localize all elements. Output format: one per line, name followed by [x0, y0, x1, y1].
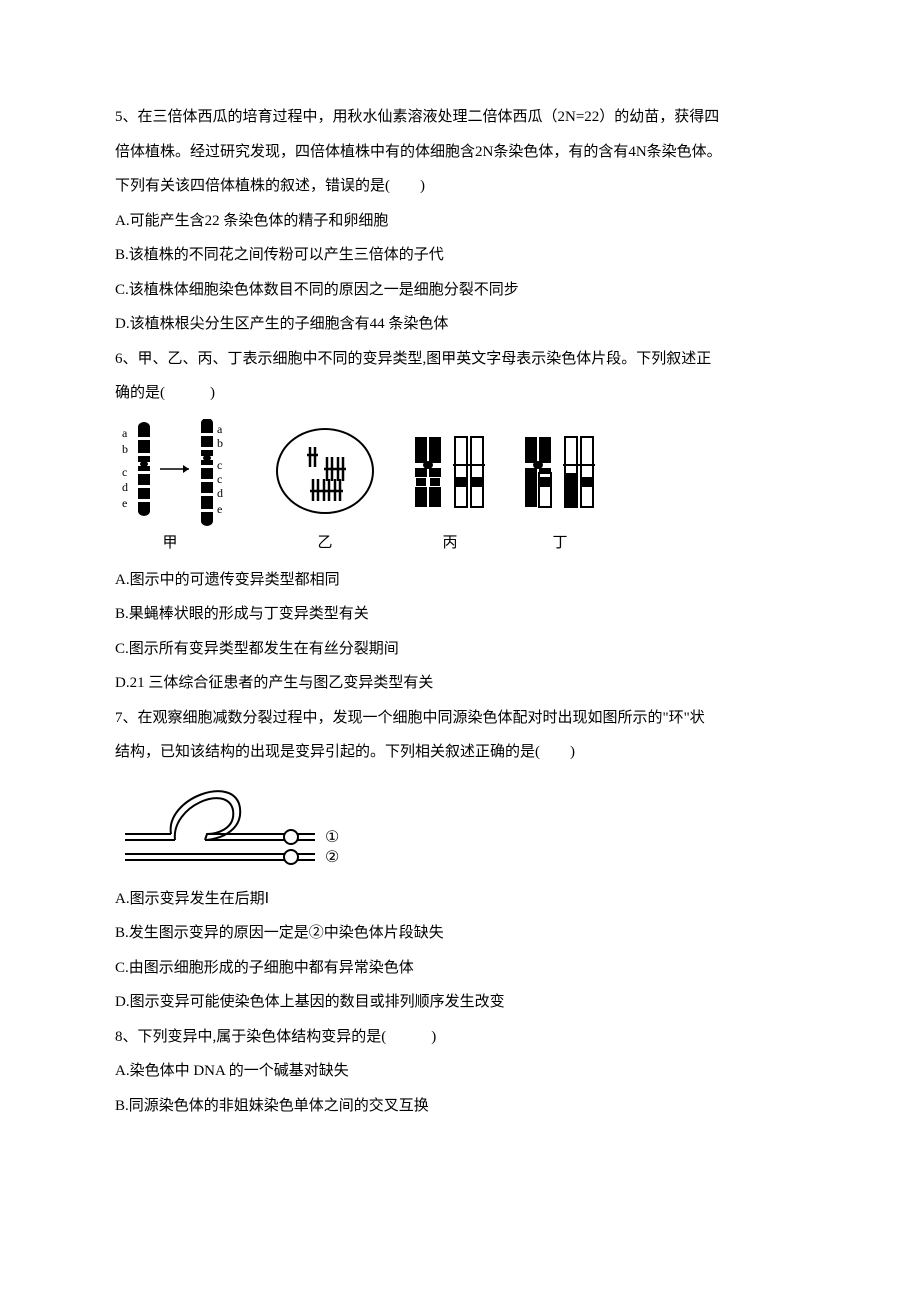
q7-figure: ① ② — [115, 778, 805, 878]
q6-stem-line2: 确的是( ) — [115, 376, 805, 411]
q7-option-d: D.图示变异可能使染色体上基因的数目或排列顺序发生改变 — [115, 985, 805, 1020]
q6-letter-e-right: e — [217, 502, 222, 516]
q6-letter-c1-right: c — [217, 458, 222, 472]
q6-letter-a-left: a — [122, 426, 128, 440]
q5-stem-line2: 倍体植株。经过研究发现，四倍体植株中有的体细胞含2N条染色体，有的含有4N条染色… — [115, 135, 805, 170]
q7-label-2: ② — [325, 849, 339, 866]
q5-stem-line1: 5、在三倍体西瓜的培育过程中，用秋水仙素溶液处理二倍体西瓜（2N=22）的幼苗，… — [115, 100, 805, 135]
q5-option-a: A.可能产生含22 条染色体的精子和卵细胞 — [115, 204, 805, 239]
q6-letter-c-left: c — [122, 465, 127, 479]
q6-option-d: D.21 三体综合征患者的产生与图乙变异类型有关 — [115, 666, 805, 701]
q5-option-b: B.该植株的不同花之间传粉可以产生三倍体的子代 — [115, 238, 805, 273]
q6-stem-line1: 6、甲、乙、丙、丁表示细胞中不同的变异类型,图甲英文字母表示染色体片段。下列叙述… — [115, 342, 805, 377]
q6-letter-c2-right: c — [217, 472, 222, 486]
q7-label-1: ① — [325, 829, 339, 846]
q7-option-a: A.图示变异发生在后期Ⅰ — [115, 882, 805, 917]
q5-stem-line3: 下列有关该四倍体植株的叙述，错误的是( ) — [115, 169, 805, 204]
q8-option-b: B.同源染色体的非姐妹染色单体之间的交叉互换 — [115, 1089, 805, 1124]
q7-stem-line1: 7、在观察细胞减数分裂过程中，发现一个细胞中同源染色体配对时出现如图所示的"环"… — [115, 701, 805, 736]
q7-stem-line2: 结构，已知该结构的出现是变异引起的。下列相关叙述正确的是( ) — [115, 735, 805, 770]
q6-option-c: C.图示所有变异类型都发生在有丝分裂期间 — [115, 632, 805, 667]
q6-label-ding: 丁 — [552, 535, 567, 551]
q5-option-d: D.该植株根尖分生区产生的子细胞含有44 条染色体 — [115, 307, 805, 342]
q6-option-b: B.果蝇棒状眼的形成与丁变异类型有关 — [115, 597, 805, 632]
q6-letter-b-right: b — [217, 436, 223, 450]
q6-label-bing: 丙 — [442, 535, 457, 551]
q6-letter-d-left: d — [122, 480, 128, 494]
q6-label-jia: 甲 — [162, 535, 177, 551]
q5-option-c: C.该植株体细胞染色体数目不同的原因之一是细胞分裂不同步 — [115, 273, 805, 308]
q7-option-b: B.发生图示变异的原因一定是②中染色体片段缺失 — [115, 916, 805, 951]
q6-figure: a b c d e a b c — [115, 419, 805, 559]
q6-option-a: A.图示中的可遗传变异类型都相同 — [115, 563, 805, 598]
q6-letter-a-right: a — [217, 422, 223, 436]
q6-letter-e-left: e — [122, 496, 127, 510]
q6-label-yi: 乙 — [317, 535, 332, 551]
q7-option-c: C.由图示细胞形成的子细胞中都有异常染色体 — [115, 951, 805, 986]
q6-letter-b-left: b — [122, 442, 128, 456]
q6-letter-d-right: d — [217, 486, 223, 500]
q8-option-a: A.染色体中 DNA 的一个碱基对缺失 — [115, 1054, 805, 1089]
q8-stem: 8、下列变异中,属于染色体结构变异的是( ) — [115, 1020, 805, 1055]
